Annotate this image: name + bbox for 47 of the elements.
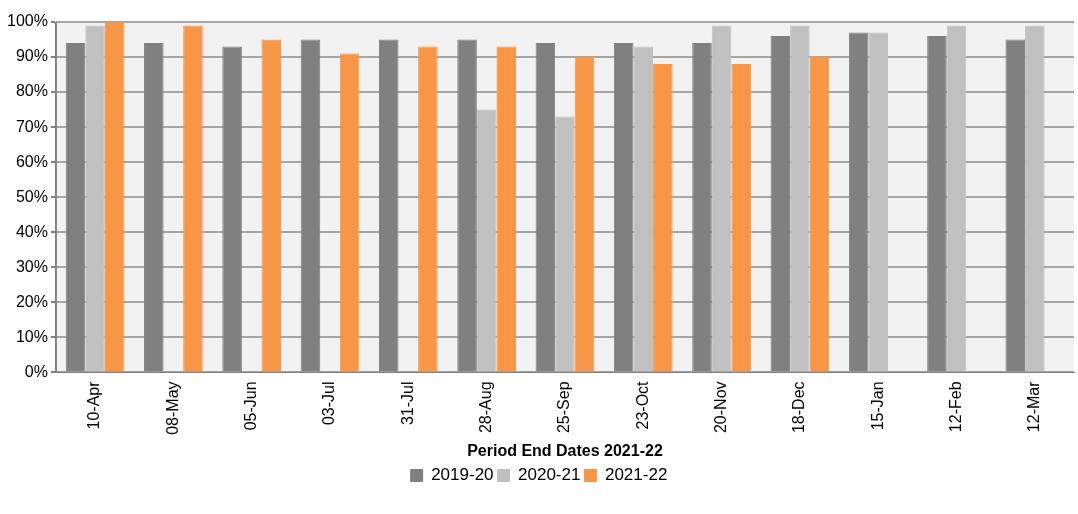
y-tick-label: 90%: [15, 47, 48, 65]
x-tick-label: 15-Jan: [868, 381, 886, 431]
bar: [653, 64, 673, 372]
x-tick-label: 08-May: [163, 381, 181, 435]
bar: [946, 25, 967, 372]
bar: [868, 32, 889, 372]
bar: [731, 64, 751, 372]
bar: [339, 53, 360, 372]
legend-label: 2020-21: [518, 465, 581, 485]
bar: [496, 46, 517, 372]
y-tick-label: 10%: [15, 327, 48, 345]
y-tick-label: 40%: [15, 222, 48, 240]
x-tick-label: 18-Dec: [790, 381, 808, 434]
y-tick-label: 80%: [15, 82, 48, 100]
x-tick-label: 23-Oct: [633, 380, 651, 430]
bar: [574, 57, 595, 372]
x-tick-label: 12-Feb: [946, 381, 964, 433]
x-tick-label: 20-Nov: [711, 381, 729, 434]
y-tick-label: 60%: [15, 152, 48, 170]
x-axis-title: Period End Dates 2021-22: [467, 441, 663, 459]
x-tick-label: 05-Jun: [242, 381, 260, 431]
bar: [104, 22, 125, 372]
x-tick-label: 25-Sep: [555, 381, 573, 434]
x-tick-label: 03-Jul: [320, 381, 338, 426]
y-tick-label: 50%: [15, 187, 48, 205]
bar: [1025, 25, 1045, 372]
bar: [261, 39, 282, 372]
bar: [790, 25, 810, 372]
y-tick-label: 20%: [15, 292, 48, 310]
bar: [555, 116, 575, 372]
bar: [418, 46, 438, 372]
bar: [183, 25, 203, 372]
legend-label: 2021-22: [604, 465, 668, 485]
legend-label: 2019-20: [431, 465, 494, 485]
bar: [85, 25, 105, 372]
bar: [809, 57, 830, 372]
y-tick-label: 0%: [24, 362, 48, 380]
bar: [711, 25, 732, 372]
x-tick-label: 12-Mar: [1025, 380, 1043, 433]
y-tick-label: 70%: [15, 117, 48, 135]
y-tick-label: 30%: [15, 257, 48, 275]
x-tick-label: 28-Aug: [477, 381, 495, 434]
bar: [633, 46, 654, 372]
x-tick-label: 10-Apr: [85, 380, 103, 430]
x-tick-label: 31-Jul: [398, 381, 416, 426]
y-tick-label: 100%: [7, 12, 48, 30]
bar: [476, 109, 497, 372]
